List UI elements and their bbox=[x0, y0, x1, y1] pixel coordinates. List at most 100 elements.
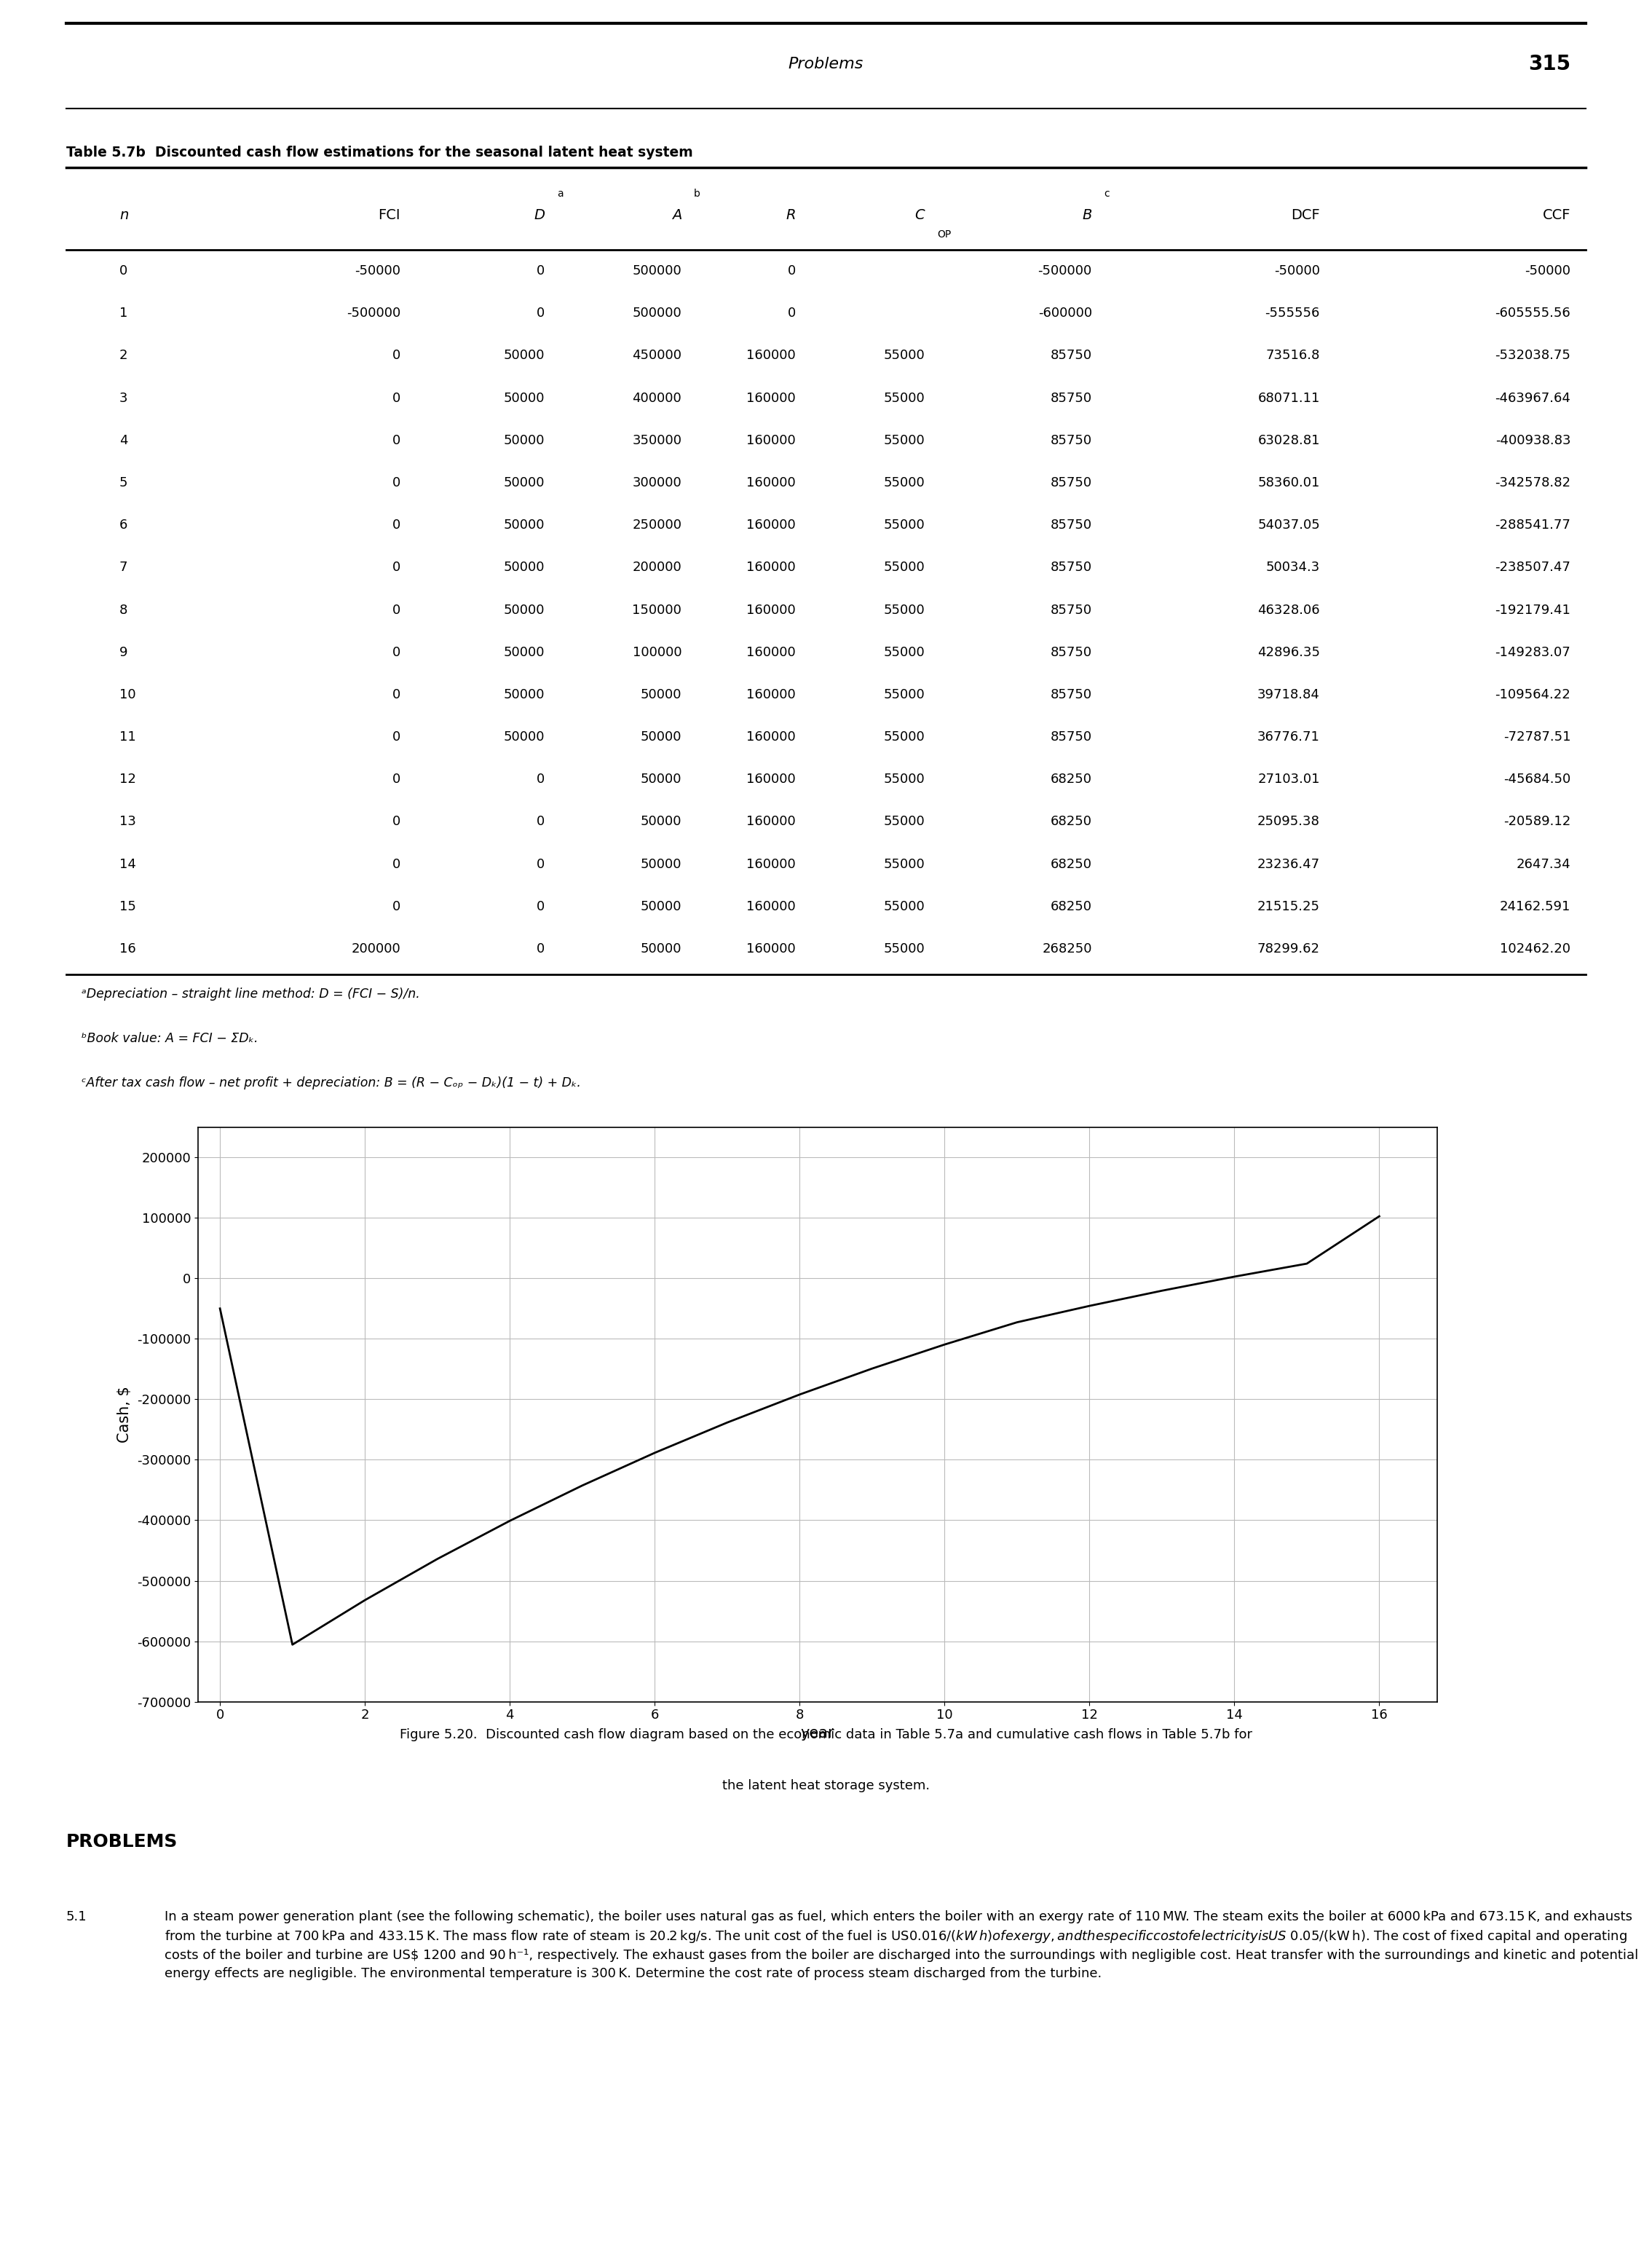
Text: 68250: 68250 bbox=[1051, 816, 1092, 827]
Text: 85750: 85750 bbox=[1051, 687, 1092, 701]
Text: 73516.8: 73516.8 bbox=[1265, 349, 1320, 363]
Text: 160000: 160000 bbox=[747, 942, 796, 956]
Text: 55000: 55000 bbox=[884, 435, 925, 446]
Text: Table 5.7b  Discounted cash flow estimations for the seasonal latent heat system: Table 5.7b Discounted cash flow estimati… bbox=[66, 147, 692, 160]
Text: 55000: 55000 bbox=[884, 730, 925, 744]
Text: 160000: 160000 bbox=[747, 816, 796, 827]
Text: -532038.75: -532038.75 bbox=[1495, 349, 1571, 363]
Text: 160000: 160000 bbox=[747, 561, 796, 575]
Text: 50000: 50000 bbox=[504, 392, 545, 406]
Text: C: C bbox=[915, 207, 925, 221]
Text: 68250: 68250 bbox=[1051, 857, 1092, 870]
Text: 85750: 85750 bbox=[1051, 645, 1092, 658]
Text: OP: OP bbox=[937, 230, 952, 239]
Text: n: n bbox=[119, 207, 129, 221]
Text: 11: 11 bbox=[119, 730, 135, 744]
Text: 78299.62: 78299.62 bbox=[1257, 942, 1320, 956]
Text: 50034.3: 50034.3 bbox=[1265, 561, 1320, 575]
Text: 85750: 85750 bbox=[1051, 349, 1092, 363]
Text: 0: 0 bbox=[537, 307, 545, 320]
Text: 160000: 160000 bbox=[747, 899, 796, 913]
Text: 160000: 160000 bbox=[747, 604, 796, 618]
Text: 200000: 200000 bbox=[352, 942, 400, 956]
Text: 55000: 55000 bbox=[884, 857, 925, 870]
Text: -342578.82: -342578.82 bbox=[1495, 476, 1571, 489]
Text: 0: 0 bbox=[392, 773, 400, 787]
Text: R: R bbox=[786, 207, 796, 221]
Text: 13: 13 bbox=[119, 816, 135, 827]
Text: 0: 0 bbox=[392, 561, 400, 575]
Text: 0: 0 bbox=[119, 264, 127, 277]
Text: 268250: 268250 bbox=[1042, 942, 1092, 956]
Text: 12: 12 bbox=[119, 773, 135, 787]
Text: 55000: 55000 bbox=[884, 942, 925, 956]
Text: 55000: 55000 bbox=[884, 687, 925, 701]
Text: -72787.51: -72787.51 bbox=[1503, 730, 1571, 744]
Text: 200000: 200000 bbox=[633, 561, 682, 575]
Text: 0: 0 bbox=[537, 773, 545, 787]
Y-axis label: Cash, $: Cash, $ bbox=[117, 1386, 132, 1443]
Text: 55000: 55000 bbox=[884, 518, 925, 532]
Text: 250000: 250000 bbox=[633, 518, 682, 532]
Text: 85750: 85750 bbox=[1051, 604, 1092, 618]
Text: -20589.12: -20589.12 bbox=[1503, 816, 1571, 827]
Text: 55000: 55000 bbox=[884, 816, 925, 827]
Text: c: c bbox=[1104, 189, 1110, 198]
Text: FCI: FCI bbox=[378, 207, 400, 221]
Text: 500000: 500000 bbox=[633, 307, 682, 320]
Text: 50000: 50000 bbox=[641, 857, 682, 870]
Text: -45684.50: -45684.50 bbox=[1503, 773, 1571, 787]
Text: 300000: 300000 bbox=[633, 476, 682, 489]
Text: 68071.11: 68071.11 bbox=[1257, 392, 1320, 406]
Text: 16: 16 bbox=[119, 942, 135, 956]
Text: 85750: 85750 bbox=[1051, 476, 1092, 489]
Text: 68250: 68250 bbox=[1051, 899, 1092, 913]
Text: -50000: -50000 bbox=[1274, 264, 1320, 277]
Text: 50000: 50000 bbox=[504, 349, 545, 363]
Text: -463967.64: -463967.64 bbox=[1495, 392, 1571, 406]
Text: 160000: 160000 bbox=[747, 435, 796, 446]
Text: 85750: 85750 bbox=[1051, 392, 1092, 406]
Text: 0: 0 bbox=[392, 645, 400, 658]
Text: -109564.22: -109564.22 bbox=[1495, 687, 1571, 701]
Text: -555556: -555556 bbox=[1265, 307, 1320, 320]
Text: 0: 0 bbox=[392, 899, 400, 913]
Text: ᵇBook value: A = FCI − ΣDₖ.: ᵇBook value: A = FCI − ΣDₖ. bbox=[81, 1032, 258, 1046]
Text: 150000: 150000 bbox=[633, 604, 682, 618]
Text: 4: 4 bbox=[119, 435, 127, 446]
Text: the latent heat storage system.: the latent heat storage system. bbox=[722, 1778, 930, 1792]
Text: ᵃDepreciation – straight line method: D = (FCI − S)/n.: ᵃDepreciation – straight line method: D … bbox=[81, 987, 420, 1001]
Text: 36776.71: 36776.71 bbox=[1257, 730, 1320, 744]
Text: 42896.35: 42896.35 bbox=[1257, 645, 1320, 658]
Text: 0: 0 bbox=[392, 604, 400, 618]
Text: 0: 0 bbox=[392, 349, 400, 363]
Text: 50000: 50000 bbox=[504, 435, 545, 446]
Text: 55000: 55000 bbox=[884, 899, 925, 913]
Text: 160000: 160000 bbox=[747, 392, 796, 406]
Text: 55000: 55000 bbox=[884, 561, 925, 575]
Text: 50000: 50000 bbox=[504, 561, 545, 575]
Text: -500000: -500000 bbox=[1037, 264, 1092, 277]
Text: CCF: CCF bbox=[1543, 207, 1571, 221]
Text: 160000: 160000 bbox=[747, 773, 796, 787]
Text: 21515.25: 21515.25 bbox=[1257, 899, 1320, 913]
Text: 27103.01: 27103.01 bbox=[1257, 773, 1320, 787]
Text: 2: 2 bbox=[119, 349, 127, 363]
Text: 7: 7 bbox=[119, 561, 127, 575]
Text: 0: 0 bbox=[537, 857, 545, 870]
Text: 14: 14 bbox=[119, 857, 135, 870]
Text: 50000: 50000 bbox=[641, 687, 682, 701]
Text: 100000: 100000 bbox=[633, 645, 682, 658]
Text: 0: 0 bbox=[392, 730, 400, 744]
Text: In a steam power generation plant (see the following schematic), the boiler uses: In a steam power generation plant (see t… bbox=[165, 1909, 1639, 1979]
Text: -400938.83: -400938.83 bbox=[1495, 435, 1571, 446]
Text: 102462.20: 102462.20 bbox=[1500, 942, 1571, 956]
Text: 55000: 55000 bbox=[884, 645, 925, 658]
Text: -605555.56: -605555.56 bbox=[1495, 307, 1571, 320]
Text: 50000: 50000 bbox=[641, 730, 682, 744]
Text: 350000: 350000 bbox=[633, 435, 682, 446]
Text: 50000: 50000 bbox=[641, 773, 682, 787]
Text: 160000: 160000 bbox=[747, 518, 796, 532]
Text: 23236.47: 23236.47 bbox=[1257, 857, 1320, 870]
Text: -238507.47: -238507.47 bbox=[1495, 561, 1571, 575]
